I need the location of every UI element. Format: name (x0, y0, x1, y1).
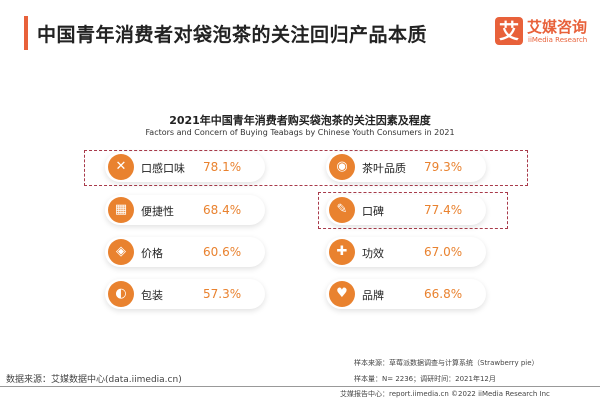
factor-label: 价格 (141, 247, 163, 260)
factor-item: ▦ 便捷性 68.4% (105, 195, 265, 225)
factor-item: ✕ 口感口味 78.1% (105, 152, 265, 182)
factor-label: 便捷性 (141, 205, 174, 218)
chart-subtitle: Factors and Concern of Buying Teabags by… (145, 128, 455, 137)
medical-kit-icon: ✚ (329, 239, 355, 265)
factor-value: 77.4% (424, 203, 463, 217)
tea-leaf-icon: ◉ (329, 154, 355, 180)
factor-item: ✚ 功效 67.0% (326, 237, 486, 267)
factor-label: 包装 (141, 289, 163, 302)
factor-value: 60.6% (203, 245, 242, 259)
factor-item: ◈ 价格 60.6% (105, 237, 265, 267)
page-title: 中国青年消费者对袋泡茶的关注回归产品本质 (37, 24, 428, 46)
highlight-box-top (84, 150, 528, 186)
factor-item: ♥ 品牌 66.8% (326, 279, 486, 309)
factor-label: 功效 (362, 247, 384, 260)
data-source: 数据来源：艾媒数据中心(data.iimedia.cn) (6, 375, 182, 385)
chart-title: 2021年中国青年消费者购买袋泡茶的关注因素及程度 (169, 114, 431, 127)
brand-person-icon: ♥ (329, 281, 355, 307)
report-footer: 艾媒报告中心：report.iimedia.cn ©2022 iiMedia R… (340, 390, 550, 398)
logo-mark: 艾 (495, 17, 523, 45)
logo-text: 艾媒咨询 (527, 18, 588, 36)
factor-item: ◐ 包装 57.3% (105, 279, 265, 309)
footer-divider (0, 386, 600, 387)
factor-label: 口碑 (362, 205, 384, 218)
factor-value: 68.4% (203, 203, 242, 217)
sample-source: 样本来源：草莓派数据调查与计算系统（Strawberry pie） (354, 359, 539, 367)
logo-subtext: iiMedia Research (528, 36, 588, 44)
highlight-box-reputation (318, 192, 508, 229)
factor-value: 57.3% (203, 287, 242, 301)
factor-value: 78.1% (203, 160, 242, 174)
sample-size: 样本量：N= 2236；调研时间：2021年12月 (354, 375, 496, 383)
utensils-icon: ✕ (108, 154, 134, 180)
factor-item: ◉ 茶叶品质 79.3% (326, 152, 486, 182)
factor-value: 67.0% (424, 245, 463, 259)
price-tag-icon: ◈ (108, 239, 134, 265)
map-icon: ▦ (108, 197, 134, 223)
factor-value: 79.3% (424, 160, 463, 174)
factor-label: 口感口味 (141, 162, 185, 175)
factor-item: ✎ 口碑 77.4% (326, 195, 486, 225)
factor-value: 66.8% (424, 287, 463, 301)
factor-label: 茶叶品质 (362, 162, 406, 175)
title-accent-bar (24, 16, 28, 50)
note-pen-icon: ✎ (329, 197, 355, 223)
factor-label: 品牌 (362, 289, 384, 302)
package-icon: ◐ (108, 281, 134, 307)
